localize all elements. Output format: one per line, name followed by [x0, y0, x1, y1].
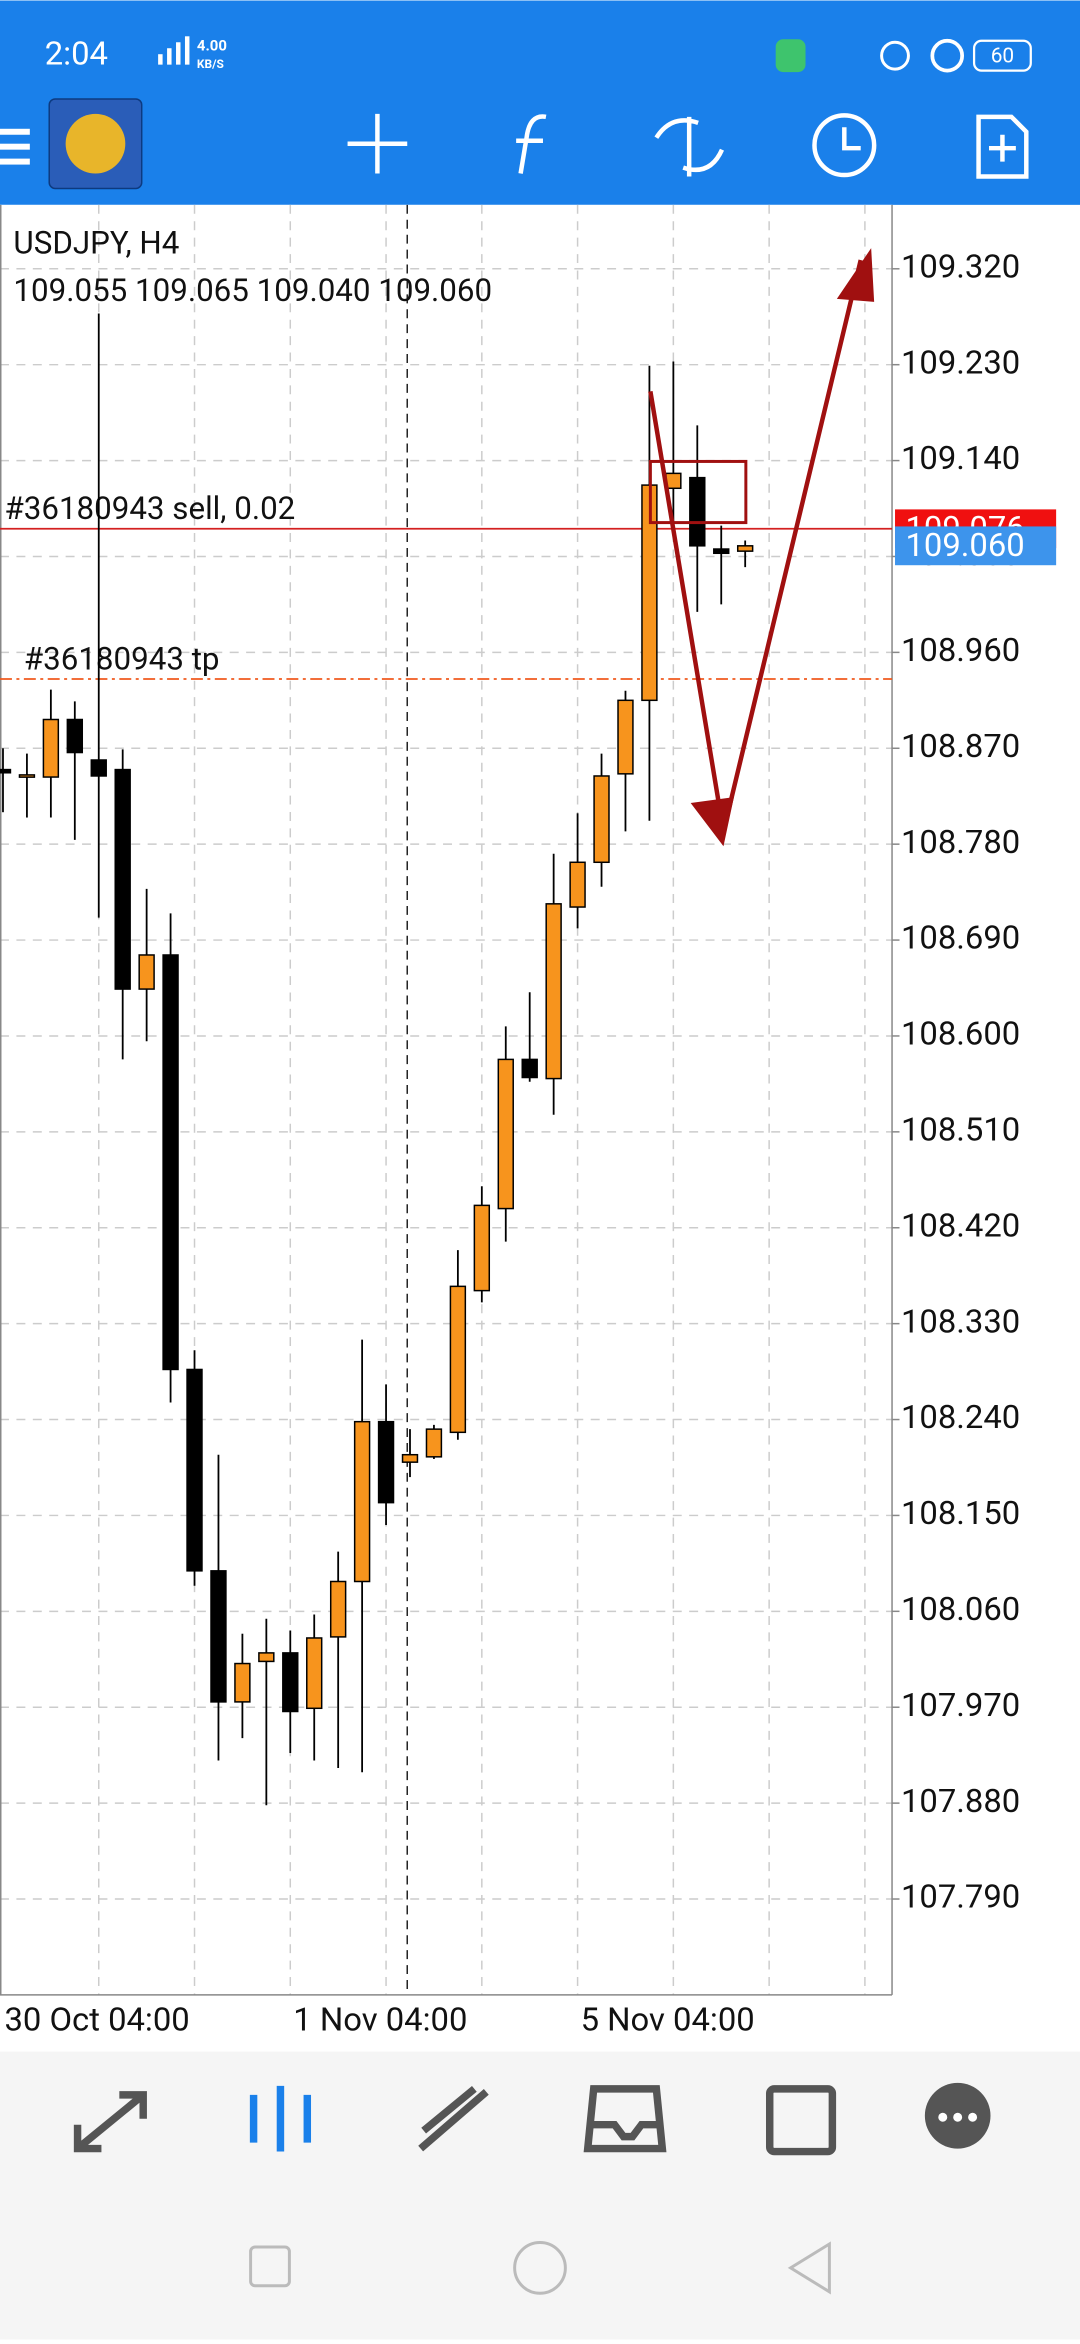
news-tab[interactable]	[765, 2085, 837, 2156]
candle-body	[234, 1662, 251, 1703]
vibrate-icon	[880, 40, 910, 71]
x-tick-label: 5 Nov 04:00	[581, 2001, 755, 2039]
recent-apps[interactable]	[249, 2245, 291, 2288]
candle-body	[0, 768, 12, 774]
y-tick-label: 107.790	[901, 1879, 1020, 1917]
candle-body	[353, 1420, 371, 1583]
candle-body	[569, 861, 586, 908]
toolbar-icons	[347, 113, 1029, 179]
y-tick-label: 109.230	[901, 344, 1020, 382]
net-speed: 4.00	[197, 37, 227, 55]
y-tick-label: 107.970	[901, 1687, 1020, 1725]
candle-body	[42, 718, 60, 778]
candle-body	[329, 1580, 347, 1638]
order-label: #36180943 tp	[24, 640, 220, 677]
candle-body	[497, 1058, 514, 1210]
history-tab[interactable]	[583, 2085, 667, 2153]
candle-body	[736, 545, 754, 552]
y-tick-label: 109.140	[901, 440, 1020, 478]
chart: 107.790 107.880 107.970 108.060 108.150 108.2…	[0, 204, 1057, 2039]
y-tick-label: 108.060	[901, 1591, 1020, 1629]
candle-body	[282, 1652, 299, 1713]
crosshair-button[interactable]	[347, 113, 408, 174]
y-tick-label: 108.420	[901, 1207, 1020, 1245]
y-tick-label: 109.320	[901, 248, 1020, 286]
alarm-icon	[930, 38, 965, 73]
y-tick-label: 108.690	[901, 920, 1020, 958]
system-nav	[249, 2241, 831, 2295]
y-tick-label: 108.240	[901, 1399, 1020, 1437]
candle-body	[162, 954, 179, 1371]
plot-area	[0, 204, 893, 1995]
y-tick-label: 108.150	[901, 1495, 1020, 1533]
candle-body	[449, 1285, 467, 1434]
home[interactable]	[513, 2241, 567, 2295]
candle-body	[713, 548, 730, 555]
candle-body	[306, 1637, 323, 1710]
app-header	[0, 0, 1080, 205]
signal-icon	[158, 36, 190, 65]
y-tick-label: 108.510	[901, 1112, 1020, 1150]
chart-title: USDJPY, H4	[13, 224, 179, 261]
candle-body	[377, 1420, 395, 1504]
battery-level: 60	[991, 45, 1014, 69]
y-tick-label: 108.780	[901, 824, 1020, 862]
candle-body	[210, 1570, 227, 1703]
timeframe-button[interactable]	[812, 113, 877, 178]
net-unit: KB/S	[197, 57, 224, 71]
chat-dots	[938, 2112, 978, 2122]
nav-icons	[73, 2082, 991, 2156]
chart-ohlc: 109.055 109.065 109.040 109.060	[13, 272, 492, 309]
candle-body	[473, 1204, 491, 1292]
candle-body	[401, 1453, 419, 1463]
drawn-rectangle	[648, 459, 748, 525]
chart-tab[interactable]	[249, 2085, 312, 2152]
x-tick-label: 30 Oct 04:00	[4, 2001, 189, 2039]
candle-body	[138, 954, 155, 990]
candle-body	[593, 775, 610, 864]
app-logo-globe	[65, 113, 126, 174]
y-tick-label: 108.330	[901, 1303, 1020, 1341]
indicators-button[interactable]	[516, 114, 547, 174]
drawn-arrows	[648, 259, 863, 832]
new-order-button[interactable]	[976, 114, 1029, 179]
y-tick-label: 108.960	[901, 632, 1020, 670]
price-tag	[895, 526, 1057, 566]
candle-body	[545, 903, 562, 1080]
candle-body	[186, 1368, 203, 1572]
trade-button[interactable]	[654, 116, 725, 177]
quotes-tab[interactable]	[73, 2091, 147, 2153]
candle-body	[258, 1652, 275, 1663]
candle-body	[521, 1058, 538, 1079]
status-time: 2:04	[45, 35, 108, 73]
y-tick-label: 108.870	[901, 728, 1020, 766]
order-label: #36180943 sell, 0.02	[4, 490, 295, 527]
shield-icon	[775, 39, 806, 73]
battery-icon	[972, 39, 1032, 72]
y-tick-label: 107.880	[901, 1783, 1020, 1821]
candle-body	[689, 476, 706, 547]
bottom-bar	[0, 2051, 1080, 2340]
candle-body	[66, 718, 84, 754]
trade-tab[interactable]	[418, 2086, 489, 2152]
back[interactable]	[787, 2241, 831, 2295]
price-tag-label: 109.060	[905, 527, 1024, 565]
candle-body	[617, 699, 634, 775]
y-tick-label: 108.600	[901, 1016, 1020, 1054]
candle-body	[114, 768, 131, 990]
menu-button[interactable]	[0, 128, 30, 165]
candle-body	[90, 759, 107, 777]
x-tick-label: 1 Nov 04:00	[293, 2001, 467, 2039]
candle-body	[425, 1428, 443, 1458]
candle-body	[18, 774, 36, 778]
